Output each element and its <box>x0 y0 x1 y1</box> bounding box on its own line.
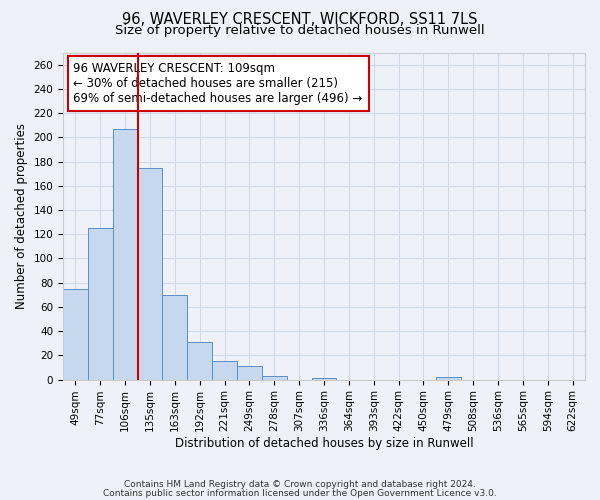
Bar <box>163 295 187 380</box>
Bar <box>237 366 262 380</box>
Bar <box>88 228 113 380</box>
Text: Contains HM Land Registry data © Crown copyright and database right 2024.: Contains HM Land Registry data © Crown c… <box>124 480 476 489</box>
Y-axis label: Number of detached properties: Number of detached properties <box>15 123 28 309</box>
Bar <box>137 168 163 380</box>
Bar <box>63 288 88 380</box>
Bar <box>212 362 237 380</box>
Bar <box>113 129 137 380</box>
Bar <box>311 378 337 380</box>
Bar <box>187 342 212 380</box>
Bar <box>262 376 287 380</box>
Text: 96 WAVERLEY CRESCENT: 109sqm
← 30% of detached houses are smaller (215)
69% of s: 96 WAVERLEY CRESCENT: 109sqm ← 30% of de… <box>73 62 363 106</box>
Bar <box>436 377 461 380</box>
Text: 96, WAVERLEY CRESCENT, WICKFORD, SS11 7LS: 96, WAVERLEY CRESCENT, WICKFORD, SS11 7L… <box>122 12 478 28</box>
X-axis label: Distribution of detached houses by size in Runwell: Distribution of detached houses by size … <box>175 437 473 450</box>
Text: Contains public sector information licensed under the Open Government Licence v3: Contains public sector information licen… <box>103 490 497 498</box>
Text: Size of property relative to detached houses in Runwell: Size of property relative to detached ho… <box>115 24 485 37</box>
